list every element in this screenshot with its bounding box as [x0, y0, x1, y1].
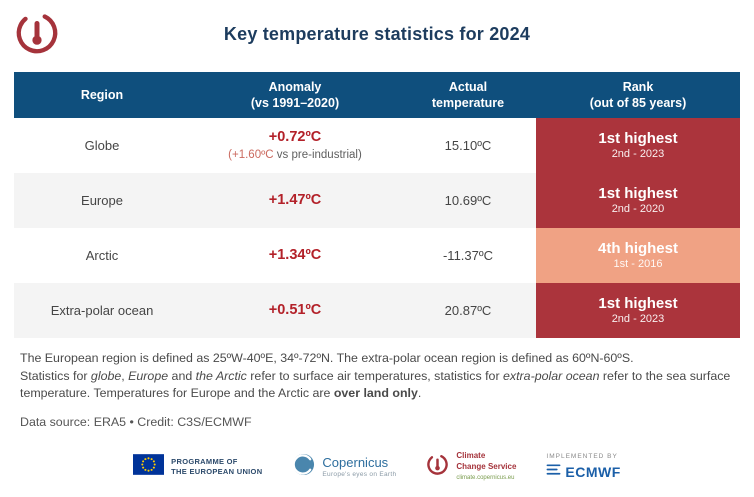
eu-flag-icon — [133, 454, 165, 480]
footnotes: The European region is defined as 25ºW-4… — [20, 350, 736, 431]
copernicus-globe-icon — [292, 453, 315, 481]
region-cell: Globe — [84, 138, 120, 153]
table-row: Arctic +1.34ºC -11.37ºC 4th highest 1st … — [14, 228, 740, 283]
actual-temp-cell: 20.87ºC — [444, 303, 492, 318]
header-cell-rank: Rank (out of 85 years) — [589, 79, 687, 110]
copernicus-name: Copernicus — [322, 455, 389, 471]
rank-subtext: 2nd - 2020 — [611, 203, 665, 216]
c3s-url: climate.copernicus.eu — [456, 474, 515, 481]
data-source: Data source: ERA5 • Credit: C3S/ECMWF — [20, 414, 252, 429]
copernicus-logo: Copernicus Europe's eyes on Earth — [292, 453, 396, 481]
stats-table: Region Anomaly (vs 1991–2020) Actual tem… — [14, 72, 740, 338]
header-cell-region: Region — [80, 87, 124, 102]
page-title: Key temperature statistics for 2024 — [223, 24, 531, 44]
anomaly-value: +0.72ºC — [268, 129, 322, 146]
table-row: Extra-polar ocean +0.51ºC 20.87ºC 1st hi… — [14, 283, 740, 338]
copernicus-tagline: Europe's eyes on Earth — [322, 470, 397, 478]
anomaly-cell: +0.72ºC (+1.60ºC vs pre-industrial) — [190, 118, 400, 173]
table-header-row: Region Anomaly (vs 1991–2020) Actual tem… — [14, 72, 740, 118]
header-cell-actual: Actual temperature — [431, 79, 505, 110]
region-cell: Europe — [81, 193, 123, 208]
rank-subtext: 2nd - 2023 — [611, 313, 665, 326]
anomaly-value: +0.51ºC — [268, 302, 322, 319]
anomaly-note: (+1.60ºC vs pre-industrial) — [228, 148, 362, 161]
table-row: Europe +1.47ºC 10.69ºC 1st highest 2nd -… — [14, 173, 740, 228]
rank-value: 1st highest — [598, 294, 678, 312]
ecmwf-name: ECMWF — [565, 463, 621, 480]
c3s-text: Climate Change Service climate.copernicu… — [456, 451, 517, 481]
anomaly-cell: +0.51ºC — [190, 283, 400, 338]
rank-cell: 1st highest 2nd - 2020 — [536, 173, 740, 228]
rank-cell: 1st highest 2nd - 2023 — [536, 283, 740, 338]
region-cell: Extra-polar ocean — [50, 303, 154, 318]
table-row: Globe +0.72ºC (+1.60ºC vs pre-industrial… — [14, 118, 740, 173]
eu-programme-logo: PROGRAMME OF THE EUROPEAN UNION — [133, 454, 262, 480]
rank-value: 4th highest — [597, 239, 678, 257]
rank-value: 1st highest — [598, 184, 678, 202]
rank-subtext: 2nd - 2023 — [611, 148, 665, 161]
rank-cell: 4th highest 1st - 2016 — [536, 228, 740, 283]
c3s-small-icon — [426, 453, 449, 481]
ecmwf-logo: IMPLEMENTED BY ECMWF — [546, 453, 620, 482]
actual-temp-cell: 10.69ºC — [444, 193, 492, 208]
rank-cell: 1st highest 2nd - 2023 — [536, 118, 740, 173]
anomaly-cell: +1.47ºC — [190, 173, 400, 228]
eu-programme-text: PROGRAMME OF THE EUROPEAN UNION — [171, 456, 263, 476]
rank-subtext: 1st - 2016 — [613, 258, 663, 271]
header-cell-anomaly: Anomaly (vs 1991–2020) — [250, 79, 340, 110]
ecmwf-icon — [546, 462, 561, 482]
actual-temp-cell: -11.37ºC — [442, 248, 494, 263]
c3s-logo-icon — [14, 10, 60, 56]
rank-value: 1st highest — [598, 129, 678, 147]
actual-temp-cell: 15.10ºC — [444, 138, 492, 153]
footnote-regions: The European region is defined as 25ºW-4… — [20, 351, 634, 365]
anomaly-cell: +1.34ºC — [190, 228, 400, 283]
anomaly-value: +1.34ºC — [268, 247, 322, 264]
region-cell: Arctic — [85, 248, 119, 263]
climate-change-service-logo: Climate Change Service climate.copernicu… — [426, 451, 516, 483]
footnote-statistics: Statistics for globe, Europe and the Arc… — [20, 368, 731, 401]
anomaly-value: +1.47ºC — [268, 192, 322, 209]
implemented-by-label: IMPLEMENTED BY — [546, 452, 618, 460]
footer-logos: PROGRAMME OF THE EUROPEAN UNION Copernic… — [0, 444, 754, 490]
